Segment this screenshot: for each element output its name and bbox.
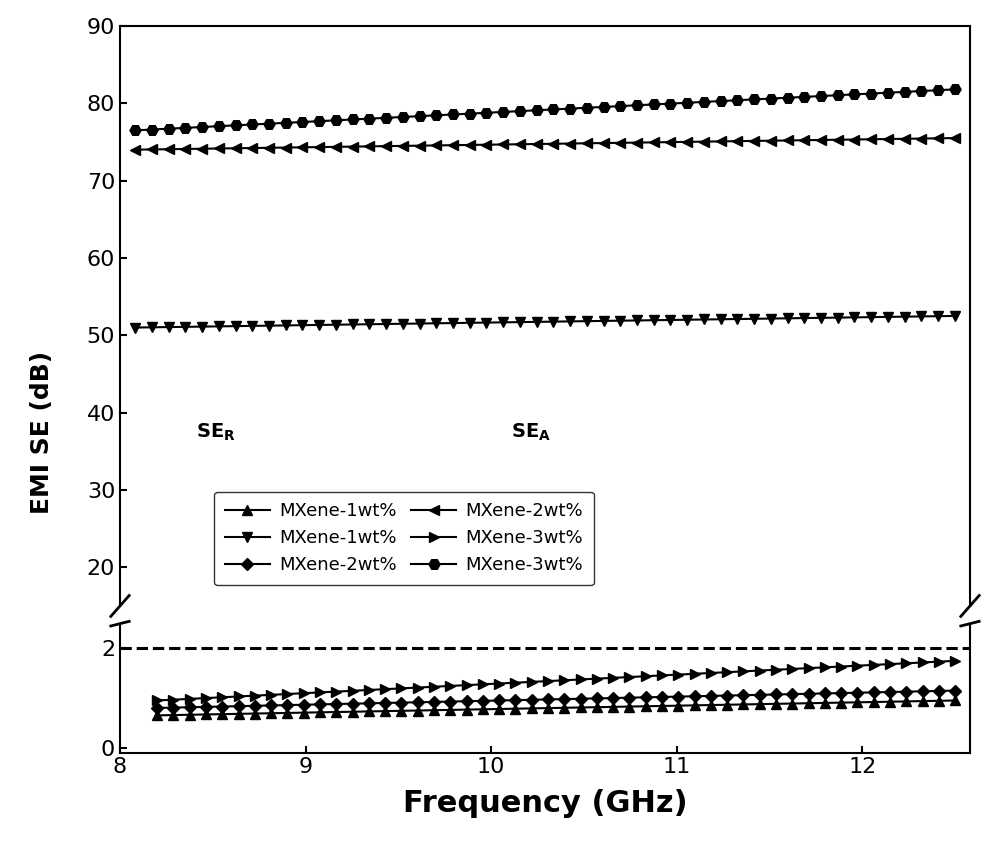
Text: EMI SE (dB): EMI SE (dB)	[30, 351, 54, 514]
Text: $\mathbf{SE_R}$: $\mathbf{SE_R}$	[196, 421, 236, 443]
Legend: MXene-1wt%, MXene-1wt%, MXene-2wt%, MXene-2wt%, MXene-3wt%, MXene-3wt%: MXene-1wt%, MXene-1wt%, MXene-2wt%, MXen…	[214, 491, 594, 586]
Text: $\mathbf{SE_A}$: $\mathbf{SE_A}$	[511, 421, 551, 443]
X-axis label: Frequency (GHz): Frequency (GHz)	[403, 789, 687, 817]
